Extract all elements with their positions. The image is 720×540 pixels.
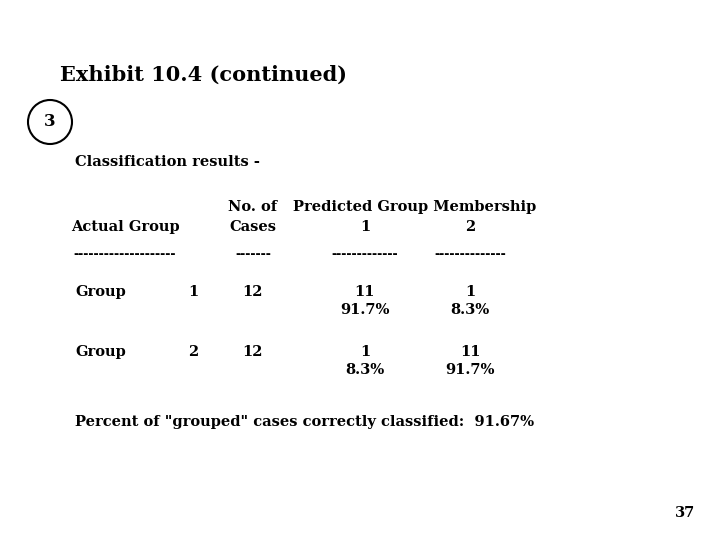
- Text: 1: 1: [188, 285, 198, 299]
- Text: Group: Group: [75, 345, 126, 359]
- Text: 37: 37: [675, 506, 695, 520]
- Text: 2: 2: [465, 220, 475, 234]
- Text: Exhibit 10.4 (continued): Exhibit 10.4 (continued): [60, 65, 347, 85]
- Text: 8.3%: 8.3%: [451, 303, 490, 317]
- Text: 2: 2: [188, 345, 198, 359]
- Text: Cases: Cases: [230, 220, 276, 234]
- Text: 1: 1: [360, 345, 370, 359]
- Text: 8.3%: 8.3%: [346, 363, 384, 377]
- Text: Classification results -: Classification results -: [75, 155, 260, 169]
- Text: 91.7%: 91.7%: [341, 303, 390, 317]
- Text: 12: 12: [243, 345, 264, 359]
- Text: -------------: -------------: [332, 248, 398, 261]
- Text: --------------: --------------: [434, 248, 506, 261]
- Text: Predicted Group Membership: Predicted Group Membership: [293, 200, 536, 214]
- Text: Group: Group: [75, 285, 126, 299]
- Text: 1: 1: [465, 285, 475, 299]
- Text: 1: 1: [360, 220, 370, 234]
- Text: 12: 12: [243, 285, 264, 299]
- Text: No. of: No. of: [228, 200, 278, 214]
- Text: 11: 11: [460, 345, 480, 359]
- Text: Percent of "grouped" cases correctly classified:  91.67%: Percent of "grouped" cases correctly cla…: [75, 415, 534, 429]
- Text: --------------------: --------------------: [73, 248, 176, 261]
- Text: Actual Group: Actual Group: [71, 220, 179, 234]
- Text: 91.7%: 91.7%: [445, 363, 495, 377]
- Text: 11: 11: [355, 285, 375, 299]
- Text: -------: -------: [235, 248, 271, 261]
- Text: 3: 3: [44, 113, 56, 131]
